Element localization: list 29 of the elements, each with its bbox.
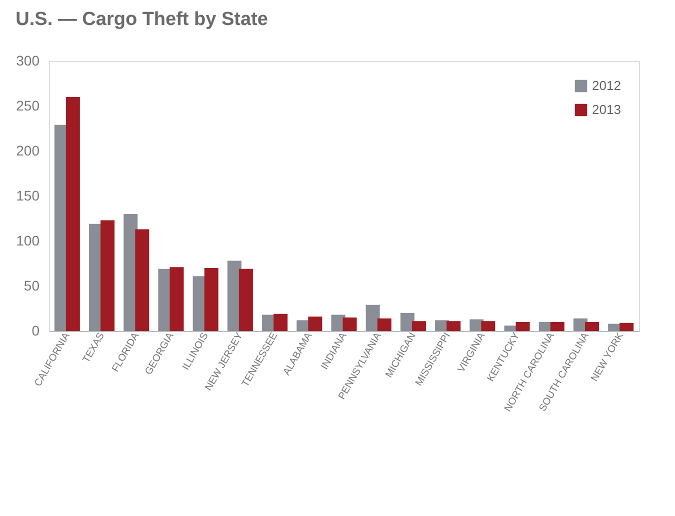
bar (238, 268, 253, 331)
bar (135, 229, 150, 331)
bar (170, 267, 184, 331)
y-tick-label: 200 (16, 142, 40, 158)
bar (204, 268, 218, 331)
legend-label: 2012 (592, 78, 621, 93)
bar (584, 322, 599, 331)
bar (412, 321, 426, 331)
y-tick-label: 300 (16, 52, 40, 68)
bar (516, 322, 530, 331)
chart-title: U.S. — Cargo Theft by State (16, 9, 268, 30)
bar (308, 316, 322, 331)
y-tick-label: 0 (32, 322, 40, 338)
y-tick-label: 50 (24, 278, 40, 294)
y-tick-label: 100 (16, 232, 40, 248)
bar (66, 97, 80, 331)
bar (274, 314, 288, 331)
bar (620, 322, 634, 331)
bar (481, 321, 496, 331)
bar (400, 313, 414, 331)
y-tick-label: 150 (16, 188, 40, 204)
bar (446, 321, 461, 331)
bar (377, 318, 392, 331)
bar (342, 318, 357, 331)
bar (550, 322, 564, 331)
bar (366, 304, 380, 331)
y-tick-label: 250 (16, 98, 40, 114)
bar (100, 220, 115, 331)
legend-label: 2013 (592, 102, 621, 117)
